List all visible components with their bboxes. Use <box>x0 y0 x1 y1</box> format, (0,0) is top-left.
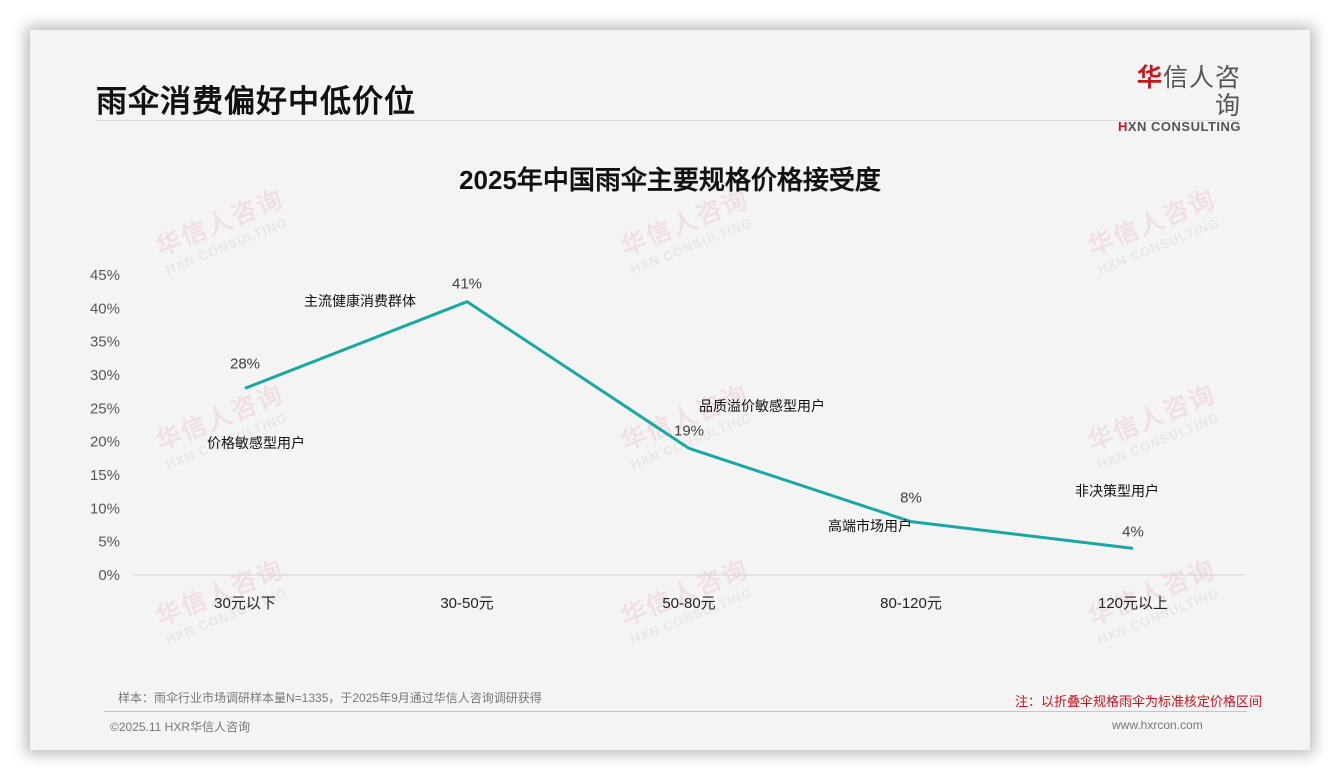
x-tick-label: 80-120元 <box>880 595 942 612</box>
y-tick-label: 35% <box>90 334 120 351</box>
logo-cn: 华信人咨询 <box>1111 64 1241 120</box>
annotation-label: 价格敏感型用户 <box>207 435 305 452</box>
x-tick-label: 120元以上 <box>1098 595 1168 612</box>
chart-title: 2025年中国雨伞主要规格价格接受度 <box>459 165 881 195</box>
logo-en-accent: H <box>1117 119 1128 134</box>
slide: 雨伞消费偏好中低价位 华信人咨询 HXN CONSULTING 华信人咨询 HXN… <box>30 30 1310 750</box>
line-chart: 0% 5% 10% 15% 20% 25% 30% 35% 40% 45% 30元以下 30-50元 5… <box>90 267 1245 612</box>
data-label: 8% <box>900 490 922 507</box>
y-tick-label: 0% <box>98 567 120 584</box>
header-divider <box>96 120 1240 121</box>
y-tick-label: 25% <box>90 400 120 417</box>
x-tick-label: 30-50元 <box>440 595 493 612</box>
data-label: 41% <box>452 276 482 293</box>
series-line <box>244 300 1134 550</box>
data-label: 28% <box>230 355 260 372</box>
logo-en-text: XN CONSULTING <box>1127 119 1241 134</box>
y-tick-label: 30% <box>90 367 120 384</box>
annotation-label: 主流健康消费群体 <box>304 293 416 310</box>
annotation-label: 非决策型用户 <box>1075 483 1159 500</box>
y-tick-label: 5% <box>98 534 120 551</box>
y-tick-label: 20% <box>90 434 120 451</box>
x-tick-label: 30元以下 <box>214 595 276 612</box>
y-tick-label: 10% <box>90 500 120 517</box>
annotation-label: 高端市场用户 <box>828 518 912 535</box>
data-label: 19% <box>674 422 704 439</box>
copyright: ©2025.11 HXR华信人咨询 <box>110 720 250 734</box>
y-tick-label: 45% <box>90 267 120 284</box>
page-title: 雨伞消费偏好中低价位 <box>96 84 416 119</box>
logo-cn-text: 信人咨询 <box>1162 64 1241 120</box>
price-remark: 注：以折叠伞规格雨伞为标准核定价格区间 <box>1014 694 1262 709</box>
x-tick-label: 50-80元 <box>662 595 715 612</box>
annotation-label: 品质溢价敏感型用户 <box>699 398 825 415</box>
brand-logo: 华信人咨询 HXN CONSULTING <box>1111 64 1241 134</box>
logo-cn-accent: 华 <box>1136 64 1163 92</box>
website-link[interactable]: www.hxrcon.com <box>1112 718 1203 732</box>
logo-en: HXN CONSULTING <box>1111 120 1241 134</box>
data-label: 4% <box>1122 523 1144 540</box>
y-tick-label: 15% <box>90 467 120 484</box>
sample-footnote: 样本：雨伞行业市场调研样本量N=1335，于2025年9月通过华信人咨询调研获得 <box>118 691 542 705</box>
y-tick-label: 40% <box>90 300 120 317</box>
footer-divider <box>104 711 1247 712</box>
